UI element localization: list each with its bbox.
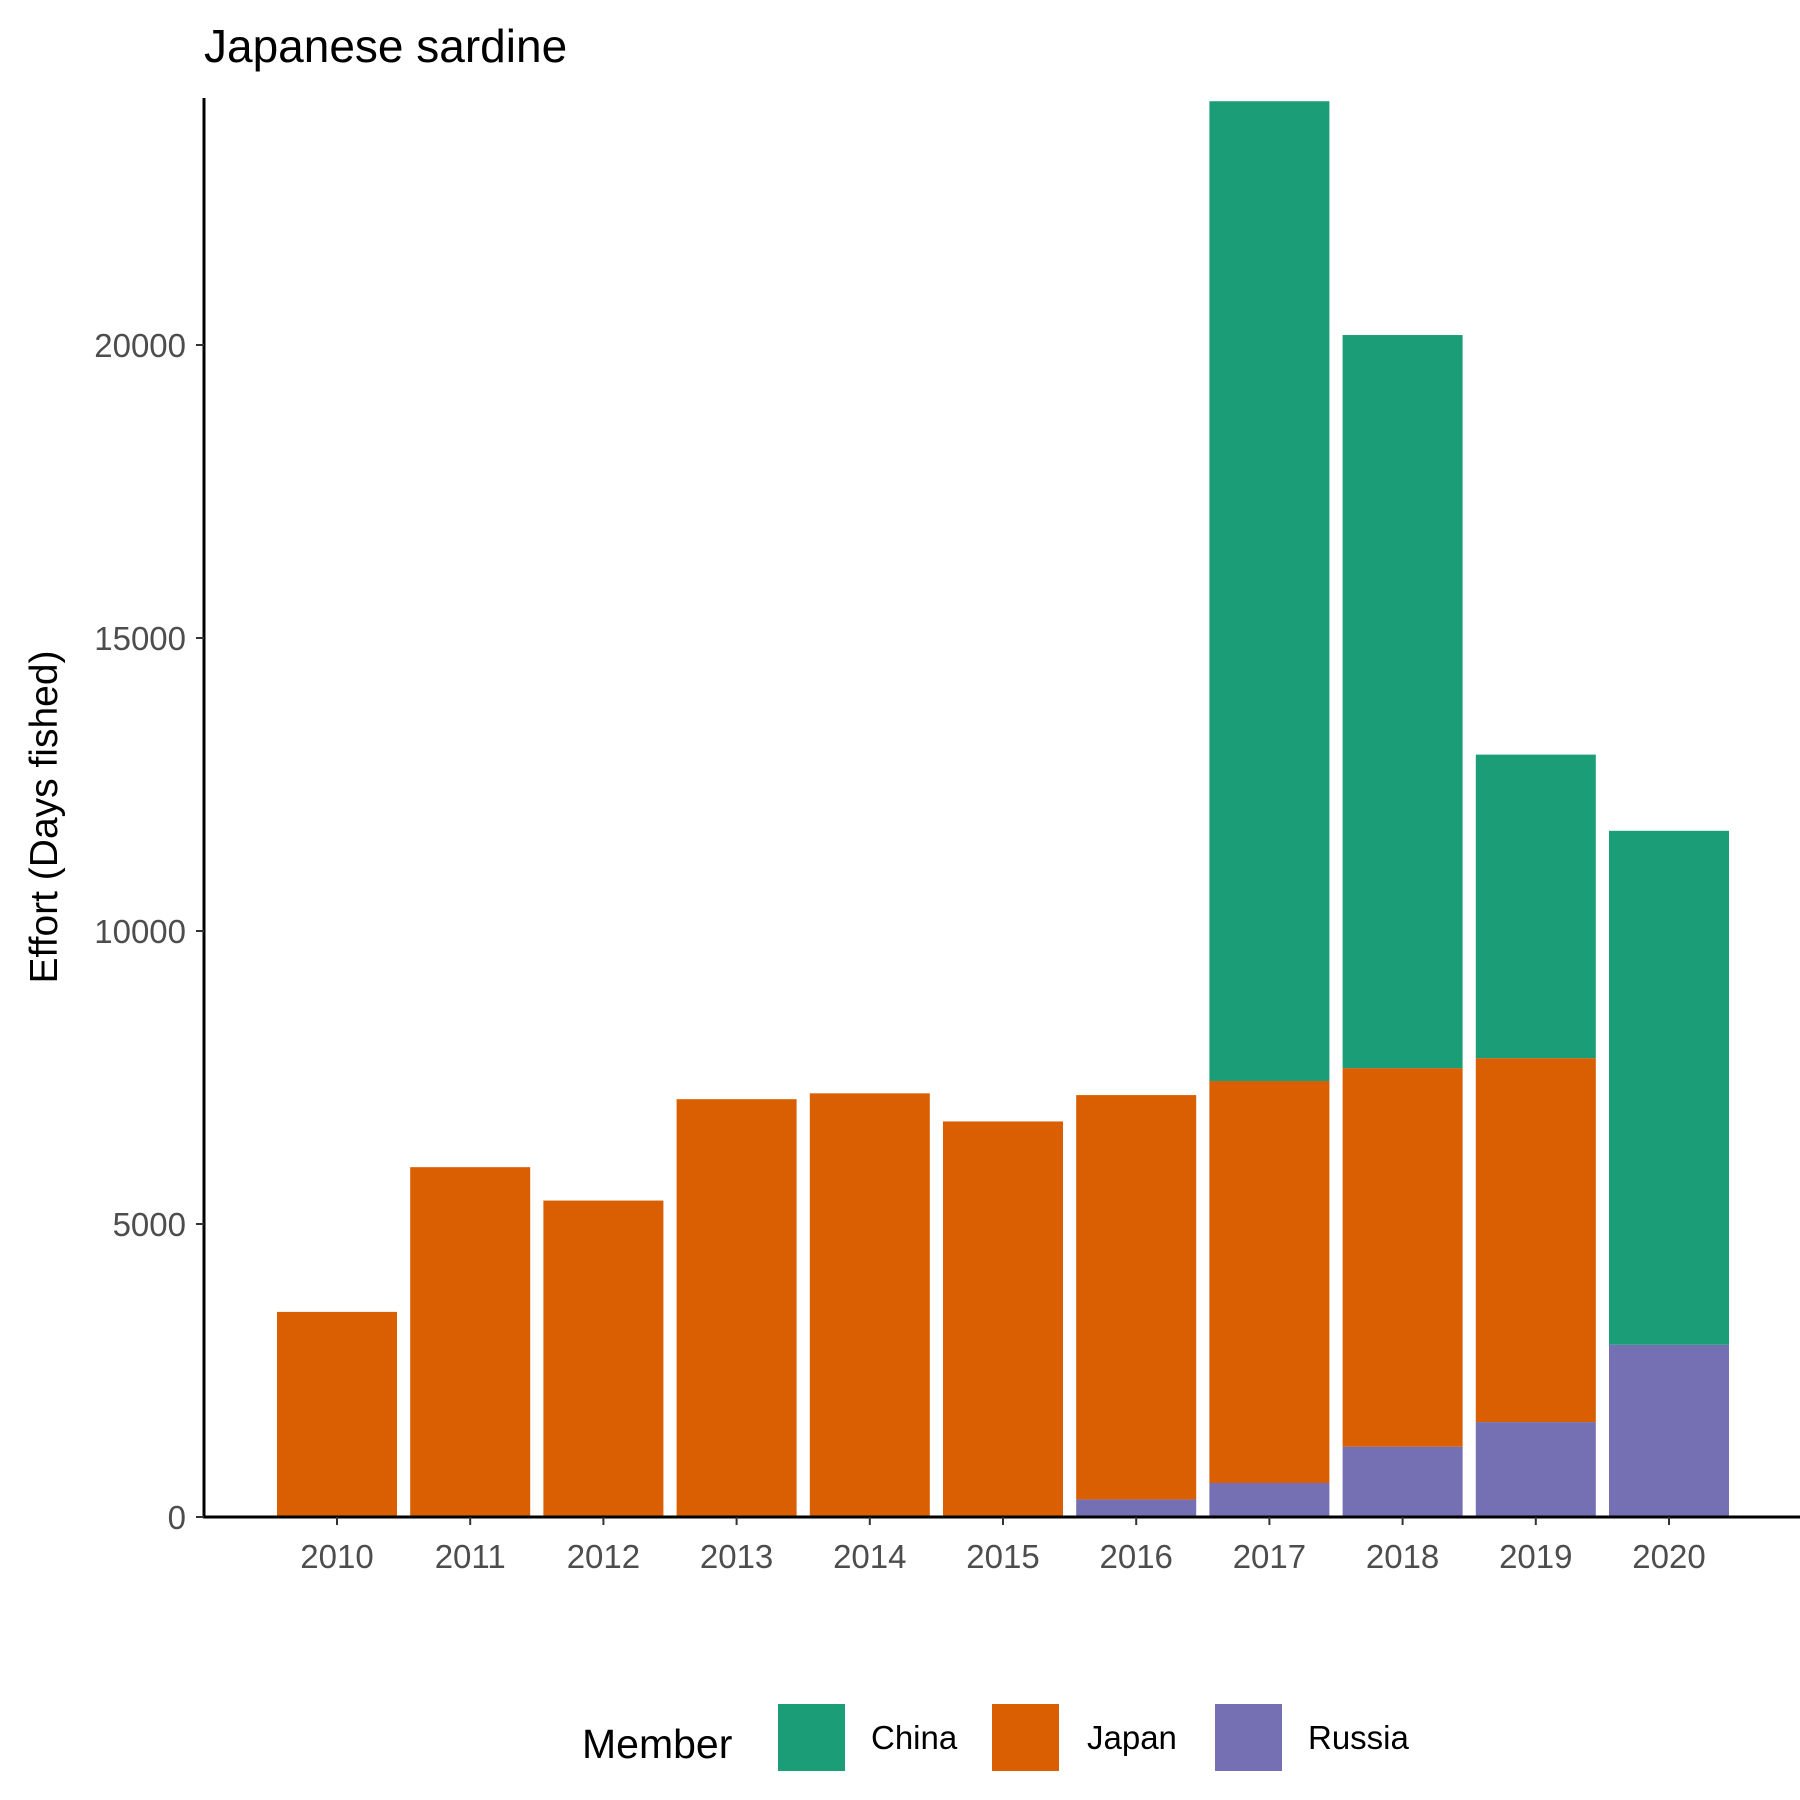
y-tick-label: 15000 — [94, 620, 186, 657]
legend-label-russia: Russia — [1308, 1719, 1410, 1756]
bar-russia-2018 — [1342, 1446, 1463, 1517]
x-tick-label: 2017 — [1233, 1538, 1306, 1575]
bar-japan-2018 — [1342, 1068, 1463, 1447]
x-axis-ticks: 2010 2011 2012 2013 2014 2015 2016 2017 2018 2019… — [300, 1517, 1706, 1575]
bar-china-2019 — [1475, 754, 1596, 1059]
x-tick-label: 2012 — [567, 1538, 640, 1575]
bar-japan-2013 — [676, 1099, 797, 1517]
bars-group — [277, 101, 1729, 1517]
bar-russia-2017 — [1209, 1483, 1330, 1517]
bar-japan-2012 — [543, 1200, 664, 1517]
x-tick-label: 2014 — [833, 1538, 906, 1575]
bar-japan-2010 — [277, 1311, 397, 1517]
y-axis-ticks: 0 5000 10000 15000 20000 — [94, 327, 204, 1536]
x-tick-label: 2016 — [1099, 1538, 1172, 1575]
x-tick-label: 2018 — [1366, 1538, 1439, 1575]
legend-key-russia — [1215, 1704, 1282, 1771]
bar-japan-2019 — [1475, 1058, 1596, 1423]
bar-japan-2011 — [410, 1167, 531, 1517]
x-tick-label: 2013 — [700, 1538, 773, 1575]
bar-china-2017 — [1209, 101, 1330, 1082]
y-tick-label: 20000 — [94, 327, 186, 364]
legend-title: Member — [582, 1721, 732, 1767]
bar-japan-2015 — [943, 1121, 1063, 1517]
x-tick-label: 2010 — [300, 1538, 373, 1575]
bar-japan-2014 — [809, 1093, 930, 1517]
y-tick-label: 0 — [168, 1499, 186, 1536]
legend-key-japan — [992, 1704, 1059, 1771]
legend-key-china — [778, 1704, 845, 1771]
x-tick-label: 2020 — [1632, 1538, 1705, 1575]
bar-russia-2019 — [1475, 1422, 1596, 1517]
bar-china-2020 — [1609, 830, 1729, 1345]
x-tick-label: 2011 — [435, 1538, 506, 1575]
y-tick-label: 10000 — [94, 913, 186, 950]
bar-russia-2020 — [1609, 1344, 1729, 1517]
legend: Member China Japan Russia — [582, 1704, 1410, 1771]
bar-japan-2016 — [1076, 1095, 1197, 1500]
bar-china-2018 — [1342, 335, 1463, 1069]
y-tick-label: 5000 — [113, 1206, 186, 1243]
y-axis-title: Effort (Days fished) — [23, 650, 66, 983]
legend-label-japan: Japan — [1087, 1719, 1177, 1756]
legend-label-china: China — [871, 1719, 958, 1756]
bar-japan-2017 — [1209, 1081, 1330, 1484]
x-tick-label: 2019 — [1499, 1538, 1572, 1575]
bar-russia-2016 — [1076, 1499, 1197, 1517]
x-tick-label: 2015 — [966, 1538, 1039, 1575]
chart-title: Japanese sardine — [204, 20, 567, 72]
